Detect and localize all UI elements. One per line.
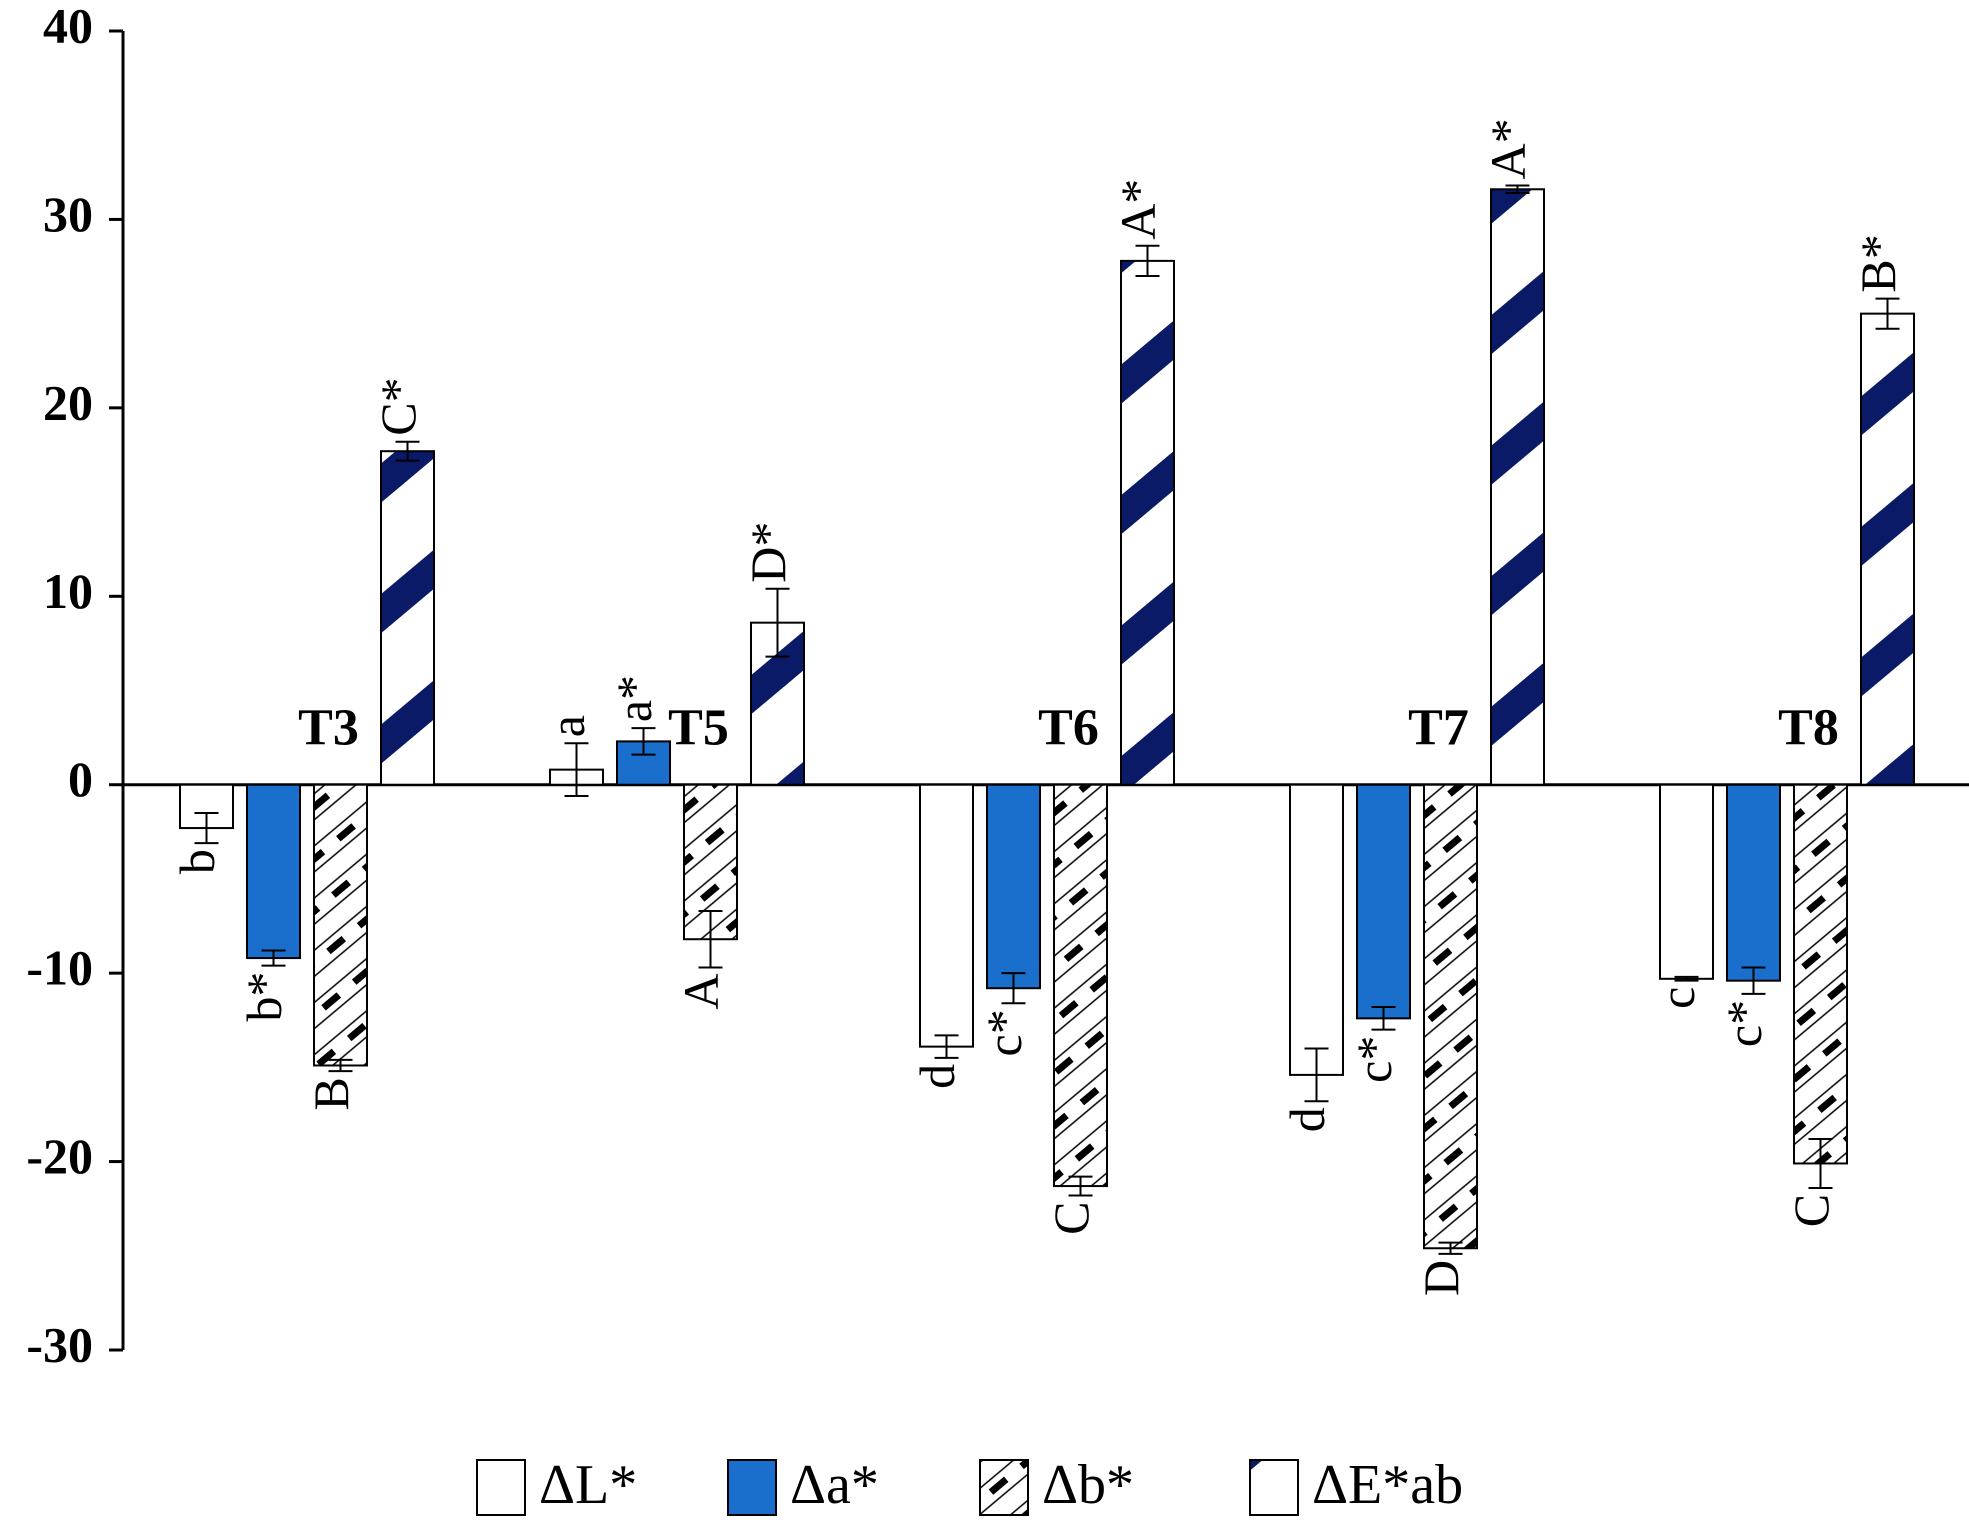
group-label: T7 — [1408, 700, 1469, 757]
significance-label: C* — [370, 377, 426, 435]
y-tick-label: 20 — [43, 374, 93, 430]
error-bar — [1505, 184, 1530, 195]
significance-label: c* — [976, 1009, 1032, 1056]
bar — [1726, 783, 1781, 982]
significance-label: C — [1783, 1194, 1839, 1227]
significance-label: d — [909, 1064, 965, 1089]
significance-label: B* — [1850, 234, 1906, 292]
significance-label: B — [303, 1077, 359, 1110]
significance-label: A* — [1480, 118, 1536, 179]
error-bar — [1135, 244, 1160, 277]
error-bar — [395, 440, 420, 462]
error-bar — [564, 742, 589, 798]
significance-label: c* — [1346, 1036, 1402, 1083]
y-tick-label: 40 — [43, 0, 93, 53]
bar — [1860, 312, 1915, 786]
error-bar — [1808, 1137, 1833, 1189]
error-bar — [1371, 1006, 1396, 1031]
error-bar — [1068, 1175, 1093, 1197]
group-label: T3 — [298, 700, 359, 757]
group-label: T8 — [1778, 700, 1839, 757]
legend-swatch — [476, 1459, 526, 1516]
error-bar — [1741, 966, 1766, 995]
bar — [1793, 783, 1848, 1165]
error-bar — [1304, 1047, 1329, 1103]
y-tick-label: 0 — [68, 751, 93, 807]
group-label: T6 — [1038, 700, 1099, 757]
legend-swatch — [1249, 1459, 1299, 1516]
error-bar — [698, 909, 723, 969]
bar — [1289, 783, 1344, 1076]
significance-label: D — [1413, 1260, 1469, 1296]
significance-label: d — [1279, 1107, 1335, 1132]
bar — [986, 783, 1041, 990]
bar — [380, 450, 435, 786]
bar — [919, 783, 974, 1048]
error-bar — [1875, 297, 1900, 330]
legend-label: ΔL* — [539, 1454, 637, 1516]
bar — [1053, 783, 1108, 1188]
bar — [313, 783, 368, 1067]
y-tick-label: -10 — [26, 940, 93, 996]
legend-swatch — [979, 1459, 1029, 1516]
y-tick-label: 30 — [43, 186, 93, 242]
error-bar — [194, 811, 219, 845]
error-bar — [261, 949, 286, 967]
error-bar — [765, 587, 790, 658]
y-tick-label: -20 — [26, 1128, 93, 1184]
significance-label: b — [169, 849, 225, 874]
error-bar — [631, 727, 656, 756]
error-bar — [1438, 1241, 1463, 1255]
significance-label: C — [1043, 1201, 1099, 1234]
significance-label: c — [1649, 987, 1705, 1009]
significance-label: a* — [606, 675, 662, 722]
y-tick-label: -30 — [26, 1316, 93, 1372]
error-bar — [934, 1034, 959, 1059]
significance-label: c* — [1716, 1000, 1772, 1047]
significance-label: a — [539, 715, 595, 737]
bar — [1356, 783, 1411, 1020]
legend-label: Δa* — [790, 1454, 879, 1516]
group-label: T5 — [668, 700, 729, 757]
bar — [1659, 783, 1714, 980]
bar — [1120, 259, 1175, 786]
legend-label: Δb* — [1042, 1454, 1134, 1516]
bar — [246, 783, 301, 960]
significance-label: A — [673, 973, 729, 1009]
significance-label: A* — [1110, 179, 1166, 240]
legend-swatch — [727, 1459, 777, 1516]
y-tick-label: 10 — [43, 563, 93, 619]
bar — [1423, 783, 1478, 1250]
significance-label: b* — [236, 972, 292, 1022]
significance-label: D* — [740, 522, 796, 583]
error-bar — [1674, 975, 1699, 982]
legend-label: ΔE*ab — [1312, 1454, 1463, 1516]
error-bar — [328, 1058, 353, 1073]
error-bar — [1001, 972, 1026, 1005]
bar — [1490, 188, 1545, 786]
